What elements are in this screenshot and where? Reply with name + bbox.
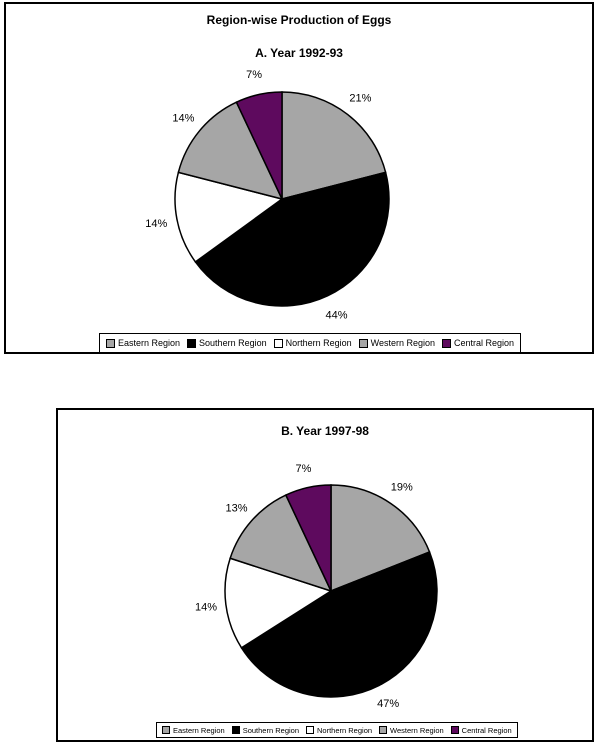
legend-b-label-northern: Northern Region [317, 725, 373, 735]
legend-a-item-northern: Northern Region [273, 338, 352, 348]
pie-b-slice-central [284, 484, 332, 592]
chart-b-title: B. Year 1997-98 [281, 424, 369, 438]
pie-b-slice-southern [240, 551, 438, 698]
chart-panel-a: Region-wise Production of Eggs A. Year 1… [4, 2, 594, 354]
pie-b-slice-northern [224, 557, 333, 649]
legend-b-label-central: Central Region [461, 725, 512, 735]
pie-a-slice-western [177, 101, 284, 201]
legend-a-item-western: Western Region [358, 338, 436, 348]
legend-a-swatch-northern [273, 338, 283, 348]
pie-b-label-northern: 14% [195, 602, 217, 614]
pie-a-label-northern: 14% [145, 218, 167, 230]
legend-b-item-southern: Southern Region [231, 725, 299, 735]
pie-chart-a: 21% 44% 14% 14% 7% [145, 69, 390, 322]
legend-b-item-eastern: Eastern Region [162, 726, 225, 735]
legend-b-swatch-northern [306, 726, 314, 734]
pie-chart-b: 19% 47% 14% 13% 7% [195, 463, 438, 710]
legend-b-item-northern: Northern Region [306, 726, 372, 735]
legend-a-swatch-western [358, 338, 368, 348]
legend-a-label-northern: Northern Region [285, 338, 352, 348]
pie-b-label-eastern: 19% [391, 482, 413, 494]
pie-b-slice-eastern [330, 484, 431, 593]
legend-a: Eastern Region Southern Region Northern … [99, 333, 522, 353]
legend-a-swatch-southern [187, 338, 197, 348]
legend-a-swatch-central [442, 338, 452, 348]
pie-b-label-southern: 47% [377, 698, 399, 710]
figure-title: Region-wise Production of Eggs [206, 13, 392, 27]
legend-a-item-southern: Southern Region [187, 338, 267, 348]
pie-b-slice-western [229, 494, 333, 593]
pie-a-label-eastern: 21% [349, 93, 371, 105]
chart-a-title: A. Year 1992-93 [255, 46, 343, 60]
legend-a-swatch-eastern [106, 338, 115, 348]
pie-a-label-central: 7% [246, 69, 262, 81]
legend-a-label-western: Western Region [370, 338, 436, 348]
pie-a-label-western: 14% [172, 112, 194, 124]
legend-a-item-central: Central Region [442, 338, 514, 348]
pie-a-slice-southern [194, 171, 390, 307]
chart-panel-b: B. Year 1997-98 19% 47% 14% 13% 7% Eastern R… [56, 408, 594, 742]
pie-a-slice-eastern [281, 91, 387, 200]
pie-a-slice-northern [174, 171, 284, 263]
pie-b-label-central: 7% [296, 463, 312, 475]
pie-a-slice-central [235, 91, 283, 200]
legend-b: Eastern Region Southern Region Northern … [156, 722, 518, 738]
legend-a-label-eastern: Eastern Region [118, 338, 181, 348]
legend-b-swatch-southern [231, 726, 240, 734]
legend-a-label-southern: Southern Region [199, 338, 267, 348]
legend-b-label-eastern: Eastern Region [173, 725, 225, 735]
legend-b-label-western: Western Region [390, 725, 444, 735]
pie-b-label-western: 13% [225, 503, 247, 515]
legend-b-swatch-eastern [162, 726, 170, 734]
legend-b-swatch-western [379, 726, 388, 734]
legend-b-swatch-central [450, 726, 459, 734]
legend-a-item-eastern: Eastern Region [106, 338, 180, 348]
pie-a-label-southern: 44% [325, 310, 347, 322]
legend-a-label-central: Central Region [454, 338, 515, 348]
legend-b-label-southern: Southern Region [242, 725, 299, 735]
legend-b-item-central: Central Region [450, 725, 512, 735]
legend-b-item-western: Western Region [379, 726, 444, 735]
